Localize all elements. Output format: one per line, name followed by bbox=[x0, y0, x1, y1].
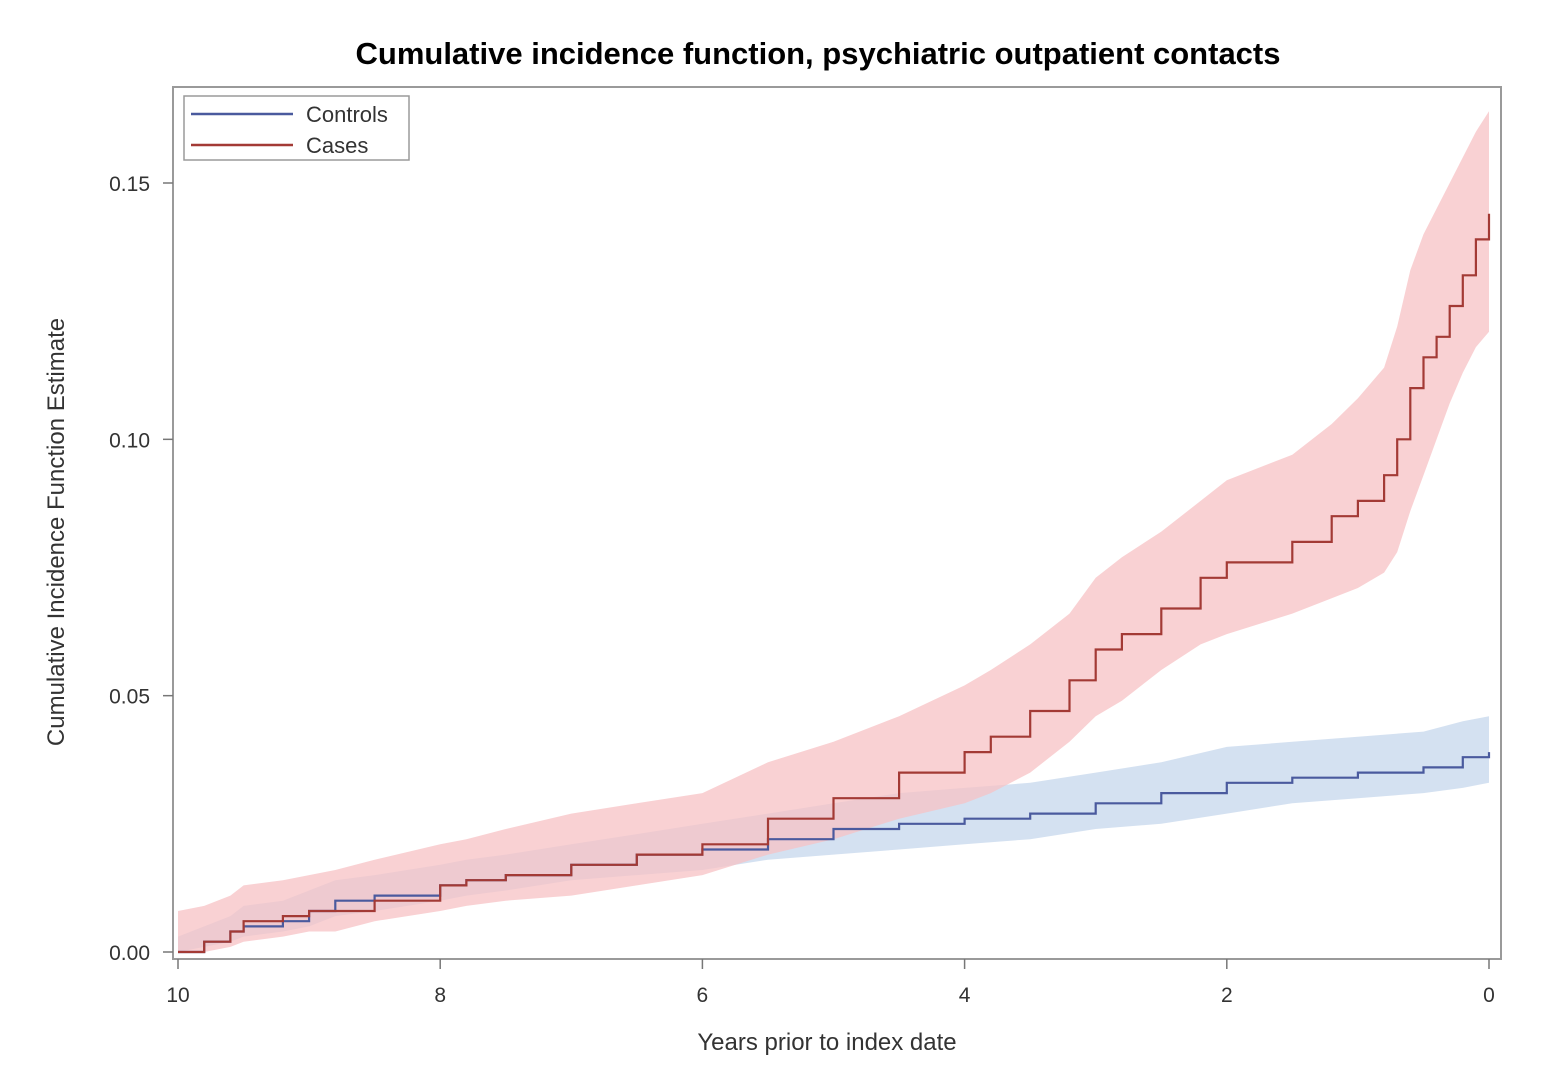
y-axis-label: Cumulative Incidence Function Estimate bbox=[43, 318, 70, 746]
y-tick-label: 0.00 bbox=[109, 942, 150, 965]
x-tick-label: 4 bbox=[959, 984, 971, 1007]
x-tick-label: 0 bbox=[1483, 984, 1495, 1007]
x-tick-label: 2 bbox=[1221, 984, 1233, 1007]
band-cases bbox=[178, 111, 1489, 952]
plot-area bbox=[172, 86, 1502, 960]
x-axis: 10 8 6 4 2 0 bbox=[166, 959, 1495, 1007]
chart-title: Cumulative incidence function, psychiatr… bbox=[356, 36, 1281, 71]
x-axis-label: Years prior to index date bbox=[697, 1029, 956, 1056]
series-lines bbox=[178, 213, 1491, 954]
x-tick-label: 6 bbox=[697, 984, 709, 1007]
legend: Controls Cases bbox=[183, 95, 410, 161]
y-tick-label: 0.10 bbox=[109, 429, 150, 452]
legend-label-cases: Cases bbox=[306, 133, 368, 158]
x-tick-label: 8 bbox=[434, 984, 446, 1007]
x-tick-label: 10 bbox=[166, 984, 189, 1007]
legend-box bbox=[183, 95, 410, 161]
y-axis: 0.00 0.05 0.10 0.15 bbox=[109, 173, 173, 965]
y-tick-label: 0.05 bbox=[109, 686, 150, 709]
legend-label-controls: Controls bbox=[306, 102, 388, 127]
y-tick-label: 0.15 bbox=[109, 173, 150, 196]
line-cases bbox=[178, 213, 1491, 954]
